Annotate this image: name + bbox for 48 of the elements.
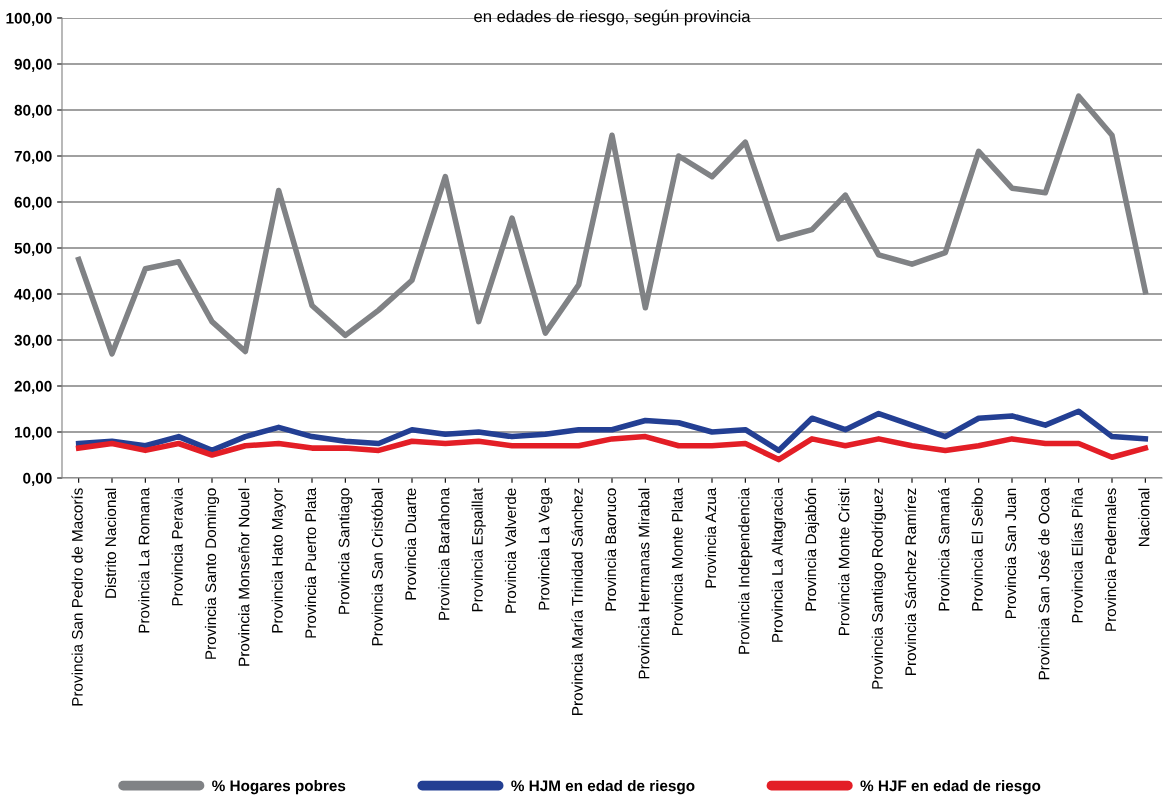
x-tick-label: Provincia La Romana: [138, 487, 150, 633]
x-tick-label: Provincia San Pedro de Macorís: [71, 488, 83, 706]
chart-title: en edades de riesgo, según provincia: [474, 9, 751, 26]
x-tick-label: Provincia Baoruco: [604, 488, 617, 611]
y-tick-label: 40,00: [14, 288, 52, 302]
legend-label: % HJF en edad de riesgo: [860, 779, 1041, 795]
y-tick-label: 30,00: [14, 334, 52, 348]
x-tick-label: Provincia Monseñor Nouel: [238, 488, 250, 666]
x-tick-label: Provincia Barahona: [438, 487, 450, 620]
x-tick-label: Provincia Duarte: [404, 488, 417, 600]
x-tick-label: Provincia San Cristóbal: [371, 488, 383, 646]
x-tick-label: Provincia Pedernales: [1104, 488, 1117, 631]
y-tick-label: 60,00: [14, 196, 52, 210]
x-tick-label: Provincia María Trinidad Sánchez: [571, 488, 583, 715]
x-tick-label: Provincia Monte Cristi: [838, 488, 850, 636]
x-tick-label: Provincia Santiago Rodríguez: [871, 488, 886, 689]
y-tick-label: 0,00: [23, 472, 52, 486]
y-tick-label: 70,00: [14, 150, 52, 164]
y-tick-label: 90,00: [14, 58, 52, 72]
x-tick-label: Provincia Elías Piña: [1071, 487, 1083, 623]
x-tick-label: Provincia Peravia: [171, 487, 183, 606]
x-tick-label: Provincia San Juan: [1004, 488, 1017, 619]
y-tick-label: 80,00: [14, 104, 52, 118]
x-tick-label: Provincia Dajabón: [804, 488, 820, 611]
legend-label: % HJM en edad de riesgo: [511, 779, 695, 795]
x-tick-label: Provincia Espaillat: [471, 487, 486, 612]
x-tick-label: Provincia Valverde: [504, 488, 517, 613]
x-tick-label: Provincia San José de Ocoa: [1038, 487, 1050, 680]
y-tick-label: 100,00: [6, 12, 52, 26]
x-tick-label: Provincia Azua: [704, 487, 717, 588]
x-tick-label: Provincia El Seibo: [971, 488, 983, 611]
x-tick-label: Distrito Nacional: [104, 488, 117, 598]
x-tick-label: Provincia Santo Domingo: [204, 488, 220, 659]
x-tick-label: Provincia La Vega: [538, 487, 553, 610]
x-tick-label: Provincia Puerto Plata: [304, 487, 317, 638]
x-tick-label: Provincia Monte Plata: [671, 487, 683, 636]
x-tick-label: Provincia Santiago: [338, 488, 353, 614]
legend-label: % Hogares pobres: [212, 779, 346, 795]
x-tick-label: Provincia Sánchez Ramírez: [904, 488, 917, 675]
x-tick-label: Provincia Samaná: [938, 487, 950, 611]
y-tick-label: 20,00: [14, 380, 52, 394]
y-tick-label: 10,00: [15, 426, 52, 440]
x-tick-label: Nacional: [1138, 488, 1150, 546]
x-tick-label: Provincia Independencia: [738, 487, 753, 654]
x-tick-label: Provincia La Altagracia: [771, 487, 786, 642]
y-tick-label: 50,00: [14, 242, 52, 256]
x-tick-label: Provincia Hato Mayor: [271, 487, 286, 633]
x-tick-label: Provincia Hermanas Mirabal: [638, 488, 650, 679]
